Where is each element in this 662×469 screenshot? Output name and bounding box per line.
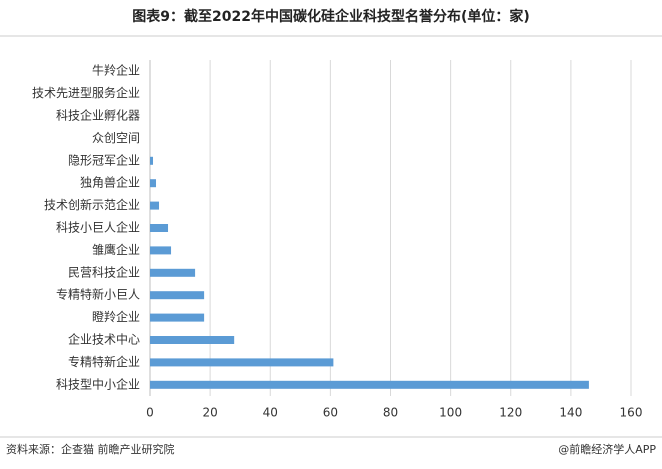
bar [150,268,196,277]
bar [150,156,154,165]
y-tick-label: 专精特新企业 [68,354,140,369]
x-tick-label: 40 [263,406,278,420]
x-tick-label: 80 [383,406,398,420]
bar [150,224,169,232]
x-tick-label: 120 [499,406,522,420]
bar [150,380,589,389]
y-tick-label: 独角兽企业 [80,175,140,190]
y-tick-label: 企业技术中心 [68,332,140,347]
x-tick-label: 20 [202,406,217,420]
y-tick-label: 专精特新小巨人 [56,287,140,302]
x-tick-label: 60 [323,406,338,420]
y-tick-label: 科技型中小企业 [56,376,140,391]
y-tick-label: 技术先进型服务企业 [32,85,140,100]
bar [150,358,334,367]
y-tick-label: 科技企业孵化器 [56,108,140,123]
y-tick-label: 民营科技企业 [68,264,140,279]
bar [150,291,205,300]
y-tick-label: 众创空间 [92,131,140,145]
x-tick-label: 140 [559,406,582,420]
x-tick-label: 160 [620,406,643,420]
chart-title: 图表9：截至2022年中国碳化硅企业科技型名誉分布(单位：家) [132,8,530,25]
y-tick-label: 牛羚企业 [92,63,140,78]
x-tick-label: 0 [146,406,154,420]
bar [150,313,205,322]
y-tick-label: 雏鹰企业 [92,242,140,257]
y-tick-label: 科技小巨人企业 [56,220,140,235]
y-tick-label: 技术创新示范企业 [44,197,140,212]
source: 资料来源：企查猫 前瞻产业研究院 [6,442,175,456]
bar [150,336,235,344]
bar [150,246,172,255]
bar [150,179,157,188]
y-tick-label: 瞪羚企业 [92,309,140,324]
credit: @前瞻经济学人APP [558,442,656,456]
x-tick-label: 100 [439,406,462,420]
y-tick-label: 隐形冠军企业 [68,152,140,167]
bar [150,201,160,210]
